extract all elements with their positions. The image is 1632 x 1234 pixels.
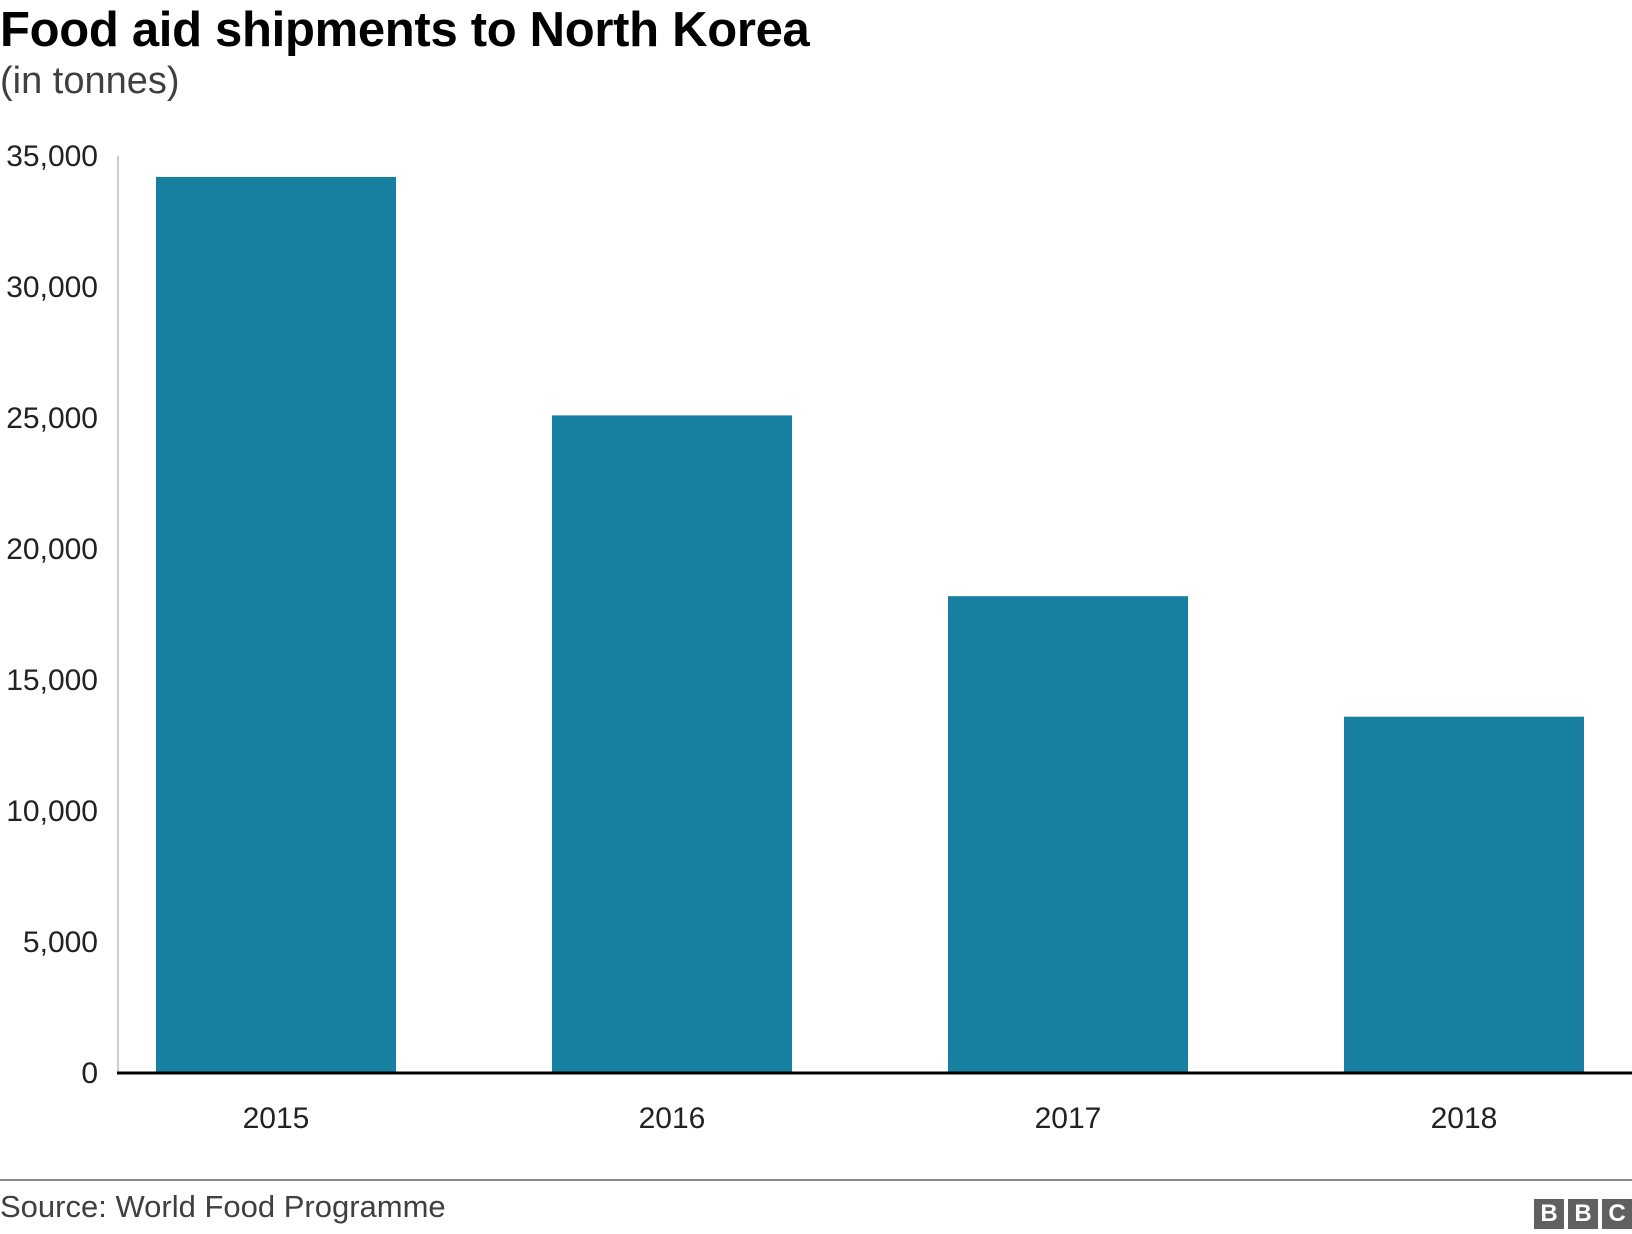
footer-divider bbox=[0, 1179, 1632, 1181]
y-tick-label: 15,000 bbox=[6, 664, 98, 697]
y-tick-label: 30,000 bbox=[6, 271, 98, 304]
y-tick-label: 35,000 bbox=[6, 140, 98, 173]
bbc-logo-letter: C bbox=[1602, 1199, 1632, 1229]
y-tick-label: 10,000 bbox=[6, 795, 98, 828]
bars bbox=[156, 176, 1584, 1073]
x-tick-label-2018: 2018 bbox=[1431, 1102, 1498, 1135]
y-tick-label: 5,000 bbox=[23, 926, 98, 959]
bar-2018 bbox=[1344, 716, 1584, 1073]
bar-2015 bbox=[156, 176, 396, 1073]
bar-2017 bbox=[948, 596, 1188, 1073]
chart-subtitle: (in tonnes) bbox=[0, 60, 180, 102]
bar-2016 bbox=[552, 415, 792, 1073]
bar-chart: 0 5,000 10,000 15,000 20,000 25,000 30,000 35,0… bbox=[6, 140, 1632, 1135]
x-tick-label-2015: 2015 bbox=[243, 1102, 310, 1135]
bbc-logo: B B C bbox=[1534, 1199, 1632, 1229]
source-note: Source: World Food Programme bbox=[0, 1189, 446, 1224]
x-tick-label-2017: 2017 bbox=[1035, 1102, 1102, 1135]
x-tick-label-2016: 2016 bbox=[639, 1102, 706, 1135]
bbc-logo-letter: B bbox=[1534, 1199, 1564, 1229]
bbc-logo-letter: B bbox=[1568, 1199, 1598, 1229]
y-axis-tick-labels: 0 5,000 10,000 15,000 20,000 25,000 30,000 35,0… bbox=[6, 140, 98, 1090]
x-axis-tick-labels: 2015 2016 2017 2018 bbox=[243, 1102, 1498, 1135]
y-tick-label: 25,000 bbox=[6, 402, 98, 435]
chart-title: Food aid shipments to North Korea bbox=[0, 3, 810, 57]
y-tick-label: 20,000 bbox=[6, 533, 98, 566]
y-tick-label: 0 bbox=[81, 1057, 98, 1090]
